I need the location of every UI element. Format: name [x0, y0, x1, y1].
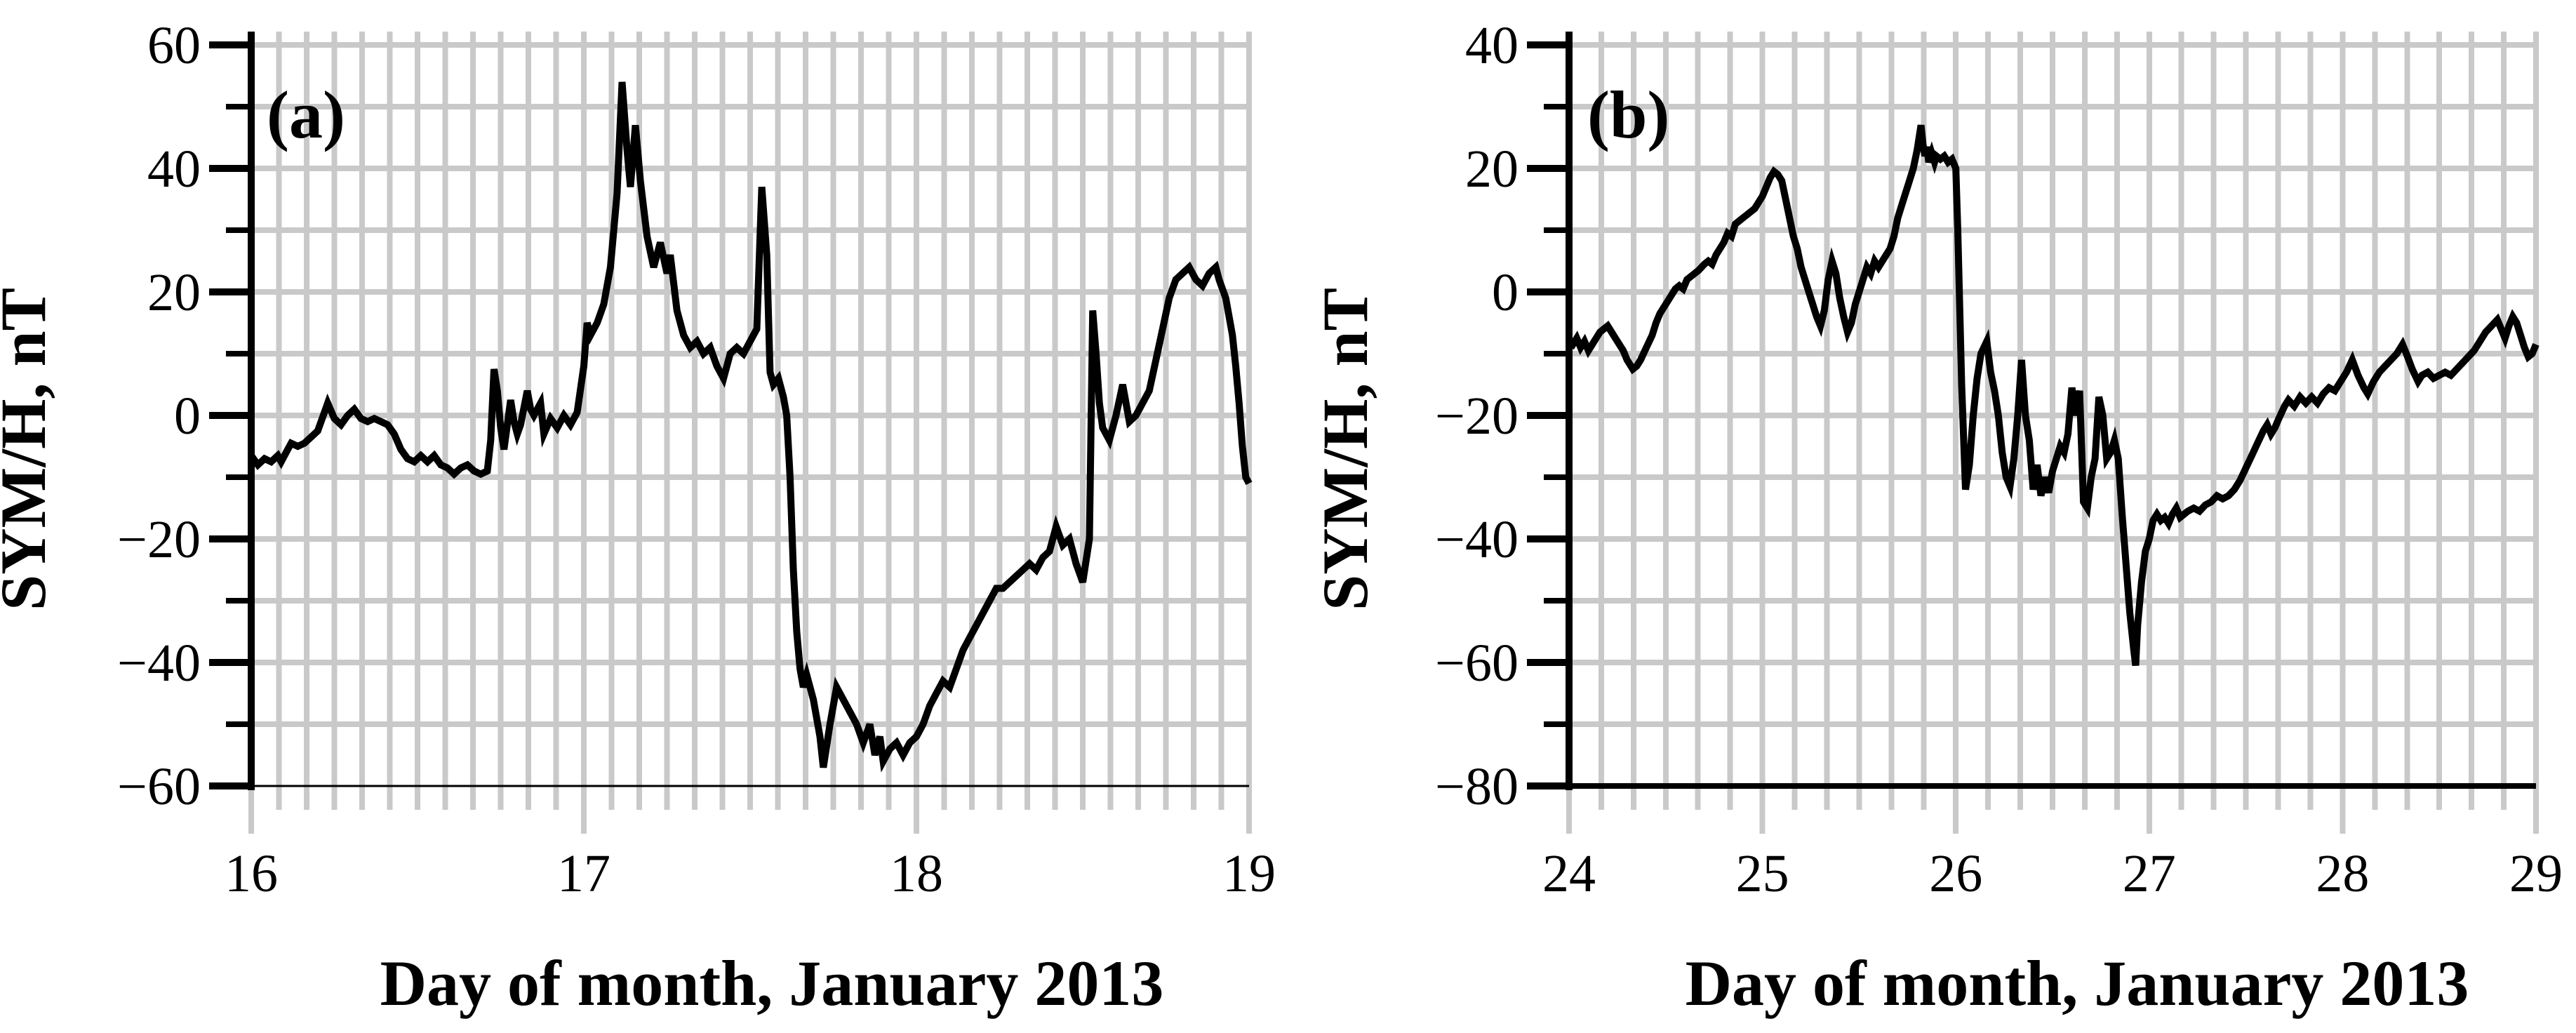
panel-a-y-axis-title: SYM/H, nT — [0, 288, 59, 611]
x-tick-label: 24 — [1542, 844, 1596, 903]
panel-b-x-axis-title: Day of month, January 2013 — [1686, 947, 2469, 1019]
panel-a-x-axis-title: Day of month, January 2013 — [380, 947, 1164, 1019]
y-ticks-a — [209, 41, 251, 789]
x-tick-label: 16 — [225, 844, 278, 903]
y-tick-label: −60 — [117, 757, 201, 816]
panel-a-letter: (a) — [267, 77, 345, 152]
data-line-sym-h — [1566, 124, 2540, 667]
y-tick-label: −80 — [1435, 757, 1519, 816]
y-tick-label: −20 — [117, 510, 201, 569]
x-tick-label: 28 — [2316, 844, 2369, 903]
x-tick-label: 19 — [1222, 844, 1276, 903]
y-tick-label: 0 — [1492, 263, 1519, 322]
y-tick-label: −40 — [1435, 510, 1519, 569]
panel-b-letter: (b) — [1587, 77, 1669, 152]
y-ticks-b — [1527, 41, 1569, 789]
y-tick-label: 40 — [1465, 16, 1519, 75]
y-tick-label: −60 — [1435, 634, 1519, 693]
y-tick-label: −40 — [117, 634, 201, 693]
data-line-sym-h — [248, 81, 1253, 773]
y-tick-label: −20 — [1435, 387, 1519, 446]
x-tick-label: 27 — [2123, 844, 2176, 903]
grid-a — [248, 32, 1252, 834]
y-tick-label: 20 — [147, 263, 201, 322]
x-tick-label: 18 — [890, 844, 943, 903]
x-tick-label: 29 — [2509, 844, 2563, 903]
x-tick-label: 25 — [1736, 844, 1789, 903]
y-tick-label: 0 — [174, 387, 201, 446]
y-tick-label: 60 — [147, 16, 201, 75]
y-tick-label: 40 — [147, 140, 201, 199]
grid-b — [1566, 32, 2539, 834]
panel-b-y-axis-title: SYM/H, nT — [1309, 288, 1381, 611]
x-tick-label: 26 — [1929, 844, 1982, 903]
panel-b: 40 20 0 −20 −40 −60 −80 24 25 26 27 28 29 — [1435, 16, 2563, 903]
y-tick-label: 20 — [1465, 140, 1519, 199]
panel-a: 60 40 20 0 −20 −40 −60 16 17 18 19 — [117, 16, 1276, 903]
x-tick-label: 17 — [557, 844, 610, 903]
